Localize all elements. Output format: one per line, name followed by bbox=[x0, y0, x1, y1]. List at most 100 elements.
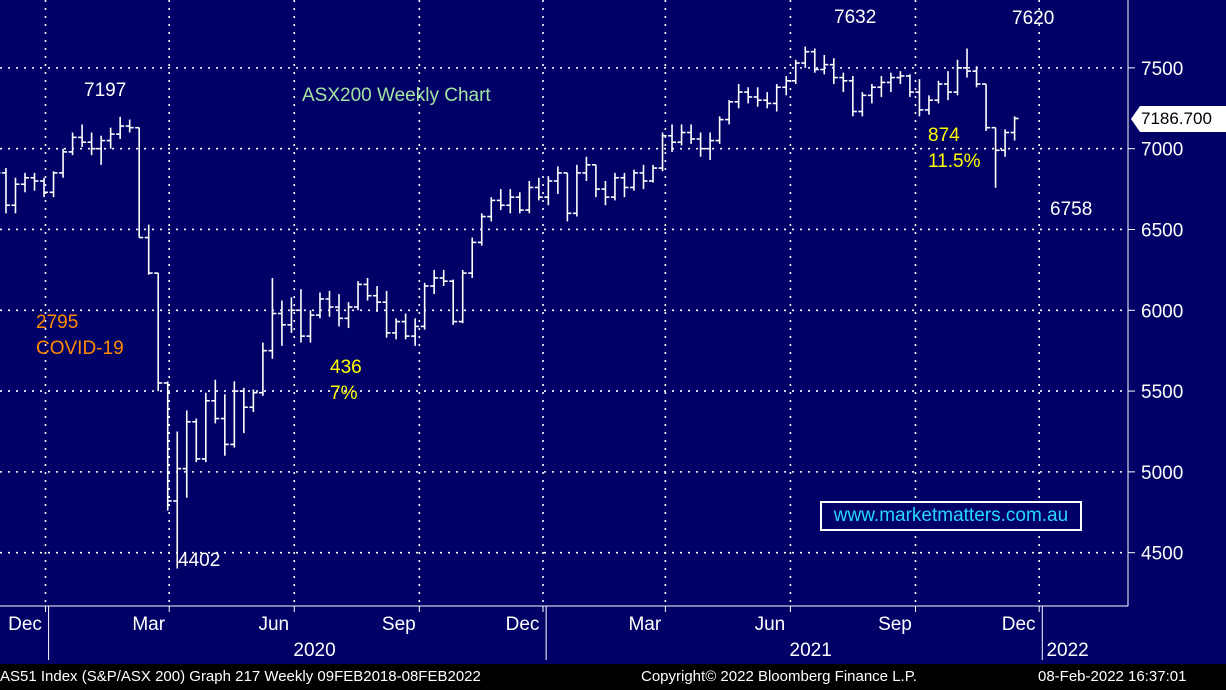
ohlc-bar bbox=[572, 164, 581, 217]
ohlc-bar bbox=[21, 172, 29, 193]
ohlc-bar bbox=[230, 381, 239, 448]
x-tick-label-month: Mar bbox=[628, 614, 661, 635]
ohlc-bar bbox=[411, 318, 420, 346]
annotation-drop-874: 874 bbox=[928, 125, 960, 146]
ohlc-bar bbox=[867, 84, 876, 104]
ohlc-bar bbox=[97, 135, 106, 165]
ohlc-bar bbox=[335, 294, 344, 327]
ohlc-bar bbox=[363, 277, 372, 301]
x-axis-labels: Dec Mar Jun Sep Dec Mar Jun Sep Dec 2020 2021 2022 bbox=[8, 606, 1089, 661]
ohlc-bar bbox=[886, 72, 895, 93]
ohlc-bar bbox=[87, 132, 96, 156]
ohlc-bar bbox=[801, 46, 810, 68]
ohlc-bar bbox=[515, 192, 524, 214]
annotation-gain-7pct: 7% bbox=[330, 383, 358, 404]
ohlc-bar bbox=[791, 59, 800, 85]
ohlc-bar bbox=[820, 54, 829, 75]
ohlc-bar bbox=[163, 381, 172, 511]
y-axis-panel bbox=[1128, 0, 1226, 606]
ohlc-bar bbox=[848, 75, 857, 117]
x-axis-panel bbox=[0, 606, 1226, 664]
ohlc-bar bbox=[591, 164, 600, 198]
ohlc-bar bbox=[496, 189, 505, 211]
ohlc-bar bbox=[78, 124, 87, 148]
y-tick-label: 5500 bbox=[1141, 382, 1183, 403]
ohlc-bar bbox=[810, 48, 819, 73]
ohlc-bar bbox=[629, 169, 638, 191]
x-tick-label-month: Jun bbox=[258, 614, 289, 635]
ohlc-bar bbox=[449, 279, 458, 325]
y-tick-label: 6000 bbox=[1141, 301, 1183, 322]
annotation-high-7620: 7620 bbox=[1012, 8, 1055, 29]
ohlc-bar bbox=[192, 418, 201, 463]
x-axis-year-label: 2020 bbox=[293, 640, 335, 661]
ohlc-bar bbox=[458, 269, 467, 324]
ohlc-bar bbox=[677, 124, 686, 146]
last-price-label: 7186.700 bbox=[1131, 106, 1226, 132]
footer-series-info: AS51 Index (S&P/ASX 200) Graph 217 Weekl… bbox=[0, 668, 481, 685]
ohlc-bar bbox=[40, 177, 49, 198]
ohlc-bar bbox=[544, 176, 553, 206]
y-axis-ticks: 4500 5000 5500 6000 6500 7000 7500 bbox=[1128, 59, 1183, 565]
y-tick-label: 7000 bbox=[1141, 140, 1183, 161]
ohlc-bar bbox=[373, 286, 382, 312]
ohlc-bar bbox=[401, 313, 410, 340]
ohlc-bar bbox=[468, 237, 477, 278]
ohlc-bar bbox=[106, 127, 115, 149]
ohlc-bar bbox=[154, 272, 163, 392]
x-tick-label-month: Sep bbox=[382, 614, 416, 635]
annotation-covid-points: 2795 bbox=[36, 312, 79, 333]
ohlc-bar bbox=[277, 300, 286, 346]
ohlc-bar bbox=[991, 126, 1000, 188]
ohlc-bar bbox=[11, 177, 20, 214]
ohlc-bar bbox=[553, 166, 562, 194]
ohlc-bar bbox=[144, 224, 153, 275]
ohlc-bar bbox=[639, 164, 648, 190]
ohlc-bar bbox=[306, 310, 315, 343]
ohlc-bar bbox=[68, 132, 77, 156]
ohlc-bar bbox=[563, 172, 572, 222]
x-axis-year-label: 2021 bbox=[790, 640, 832, 661]
annotation-low-4402: 4402 bbox=[178, 550, 221, 571]
ohlc-bar bbox=[249, 389, 258, 413]
x-tick-label-month: Dec bbox=[1002, 614, 1036, 635]
ohlc-bar bbox=[953, 59, 962, 96]
ohlc-bar bbox=[858, 92, 867, 117]
ohlc-bar bbox=[943, 71, 952, 101]
annotation-drop-11-5pct: 11.5% bbox=[928, 151, 981, 172]
watermark-url: www.marketmatters.com.au bbox=[820, 501, 1082, 531]
ohlc-bar bbox=[354, 281, 363, 311]
ohlc-bar bbox=[1, 168, 10, 214]
x-tick-label-month: Dec bbox=[8, 614, 42, 635]
ohlc-bar bbox=[696, 132, 705, 157]
x-tick-label-month: Sep bbox=[878, 614, 912, 635]
status-footer: AS51 Index (S&P/ASX 200) Graph 217 Weekl… bbox=[0, 664, 1226, 690]
ohlc-bar bbox=[972, 66, 981, 88]
ohlc-bar bbox=[658, 132, 667, 172]
ohlc-bar bbox=[915, 79, 924, 117]
annotation-gain-436: 436 bbox=[330, 357, 362, 378]
ohlc-bar bbox=[772, 84, 781, 112]
chart-title: ASX200 Weekly Chart bbox=[302, 85, 491, 106]
y-tick-label: 6500 bbox=[1141, 220, 1183, 241]
ohlc-bar bbox=[344, 302, 353, 329]
ohlc-bar bbox=[30, 172, 39, 191]
ohlc-bar bbox=[877, 75, 886, 97]
ohlc-bar bbox=[258, 342, 267, 396]
y-tick-label: 5000 bbox=[1141, 463, 1183, 484]
x-tick-label-month: Jun bbox=[755, 614, 786, 635]
ohlc-bar bbox=[268, 277, 277, 359]
ohlc-bar bbox=[59, 148, 68, 178]
ohlc-bar bbox=[706, 132, 715, 160]
ohlc-bar bbox=[924, 95, 933, 115]
ohlc-bar bbox=[668, 124, 677, 152]
ohlc-bar bbox=[896, 71, 905, 85]
annotation-low-6758: 6758 bbox=[1050, 199, 1093, 220]
ohlc-bar bbox=[487, 197, 496, 222]
ohlc-bar bbox=[439, 269, 448, 287]
ohlc-bar bbox=[477, 213, 486, 246]
ohlc-bar bbox=[610, 172, 619, 201]
ohlc-bar bbox=[173, 431, 182, 569]
x-tick-label-month: Dec bbox=[506, 614, 540, 635]
